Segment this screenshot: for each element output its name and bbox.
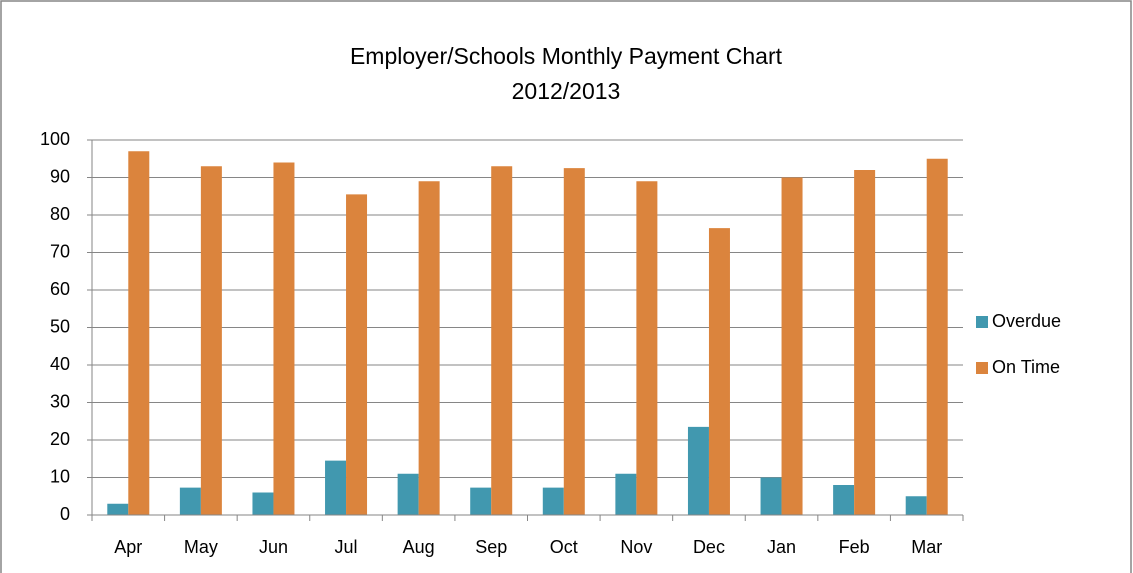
- legend-label: On Time: [992, 357, 1060, 377]
- bar: [107, 503, 129, 515]
- y-tick-label: 50: [50, 316, 70, 336]
- bar: [491, 166, 513, 515]
- bar: [252, 492, 274, 515]
- x-tick-label: Jun: [259, 537, 288, 557]
- y-tick-label: 70: [50, 241, 70, 261]
- bar: [615, 473, 637, 515]
- bar: [781, 177, 803, 515]
- legend-swatch: [976, 362, 988, 374]
- y-tick-label: 90: [50, 166, 70, 186]
- bar: [397, 473, 419, 515]
- bar: [760, 477, 782, 515]
- x-tick-label: May: [184, 537, 218, 557]
- y-tick-label: 100: [40, 129, 70, 149]
- x-tick-label: Apr: [114, 537, 142, 557]
- legend-swatch: [976, 316, 988, 328]
- bar: [179, 487, 201, 515]
- bar: [636, 181, 658, 515]
- x-tick-label: Jul: [335, 537, 358, 557]
- bar: [854, 170, 876, 515]
- y-tick-label: 40: [50, 354, 70, 374]
- x-tick-label: Jan: [767, 537, 796, 557]
- y-tick-label: 80: [50, 204, 70, 224]
- bar: [470, 487, 492, 515]
- bar: [128, 151, 150, 515]
- bar: [273, 162, 295, 515]
- bar: [200, 166, 222, 515]
- bar: [926, 158, 948, 515]
- y-tick-label: 10: [50, 466, 70, 486]
- x-tick-label: Mar: [911, 537, 942, 557]
- x-tick-label: Feb: [839, 537, 870, 557]
- bar: [325, 460, 347, 515]
- chart-subtitle: 2012/2013: [512, 78, 621, 104]
- bar: [542, 487, 564, 515]
- y-tick-label: 0: [60, 504, 70, 524]
- bar: [563, 168, 585, 515]
- y-tick-label: 30: [50, 391, 70, 411]
- x-tick-label: Oct: [550, 537, 578, 557]
- y-tick-label: 60: [50, 279, 70, 299]
- chart-title: Employer/Schools Monthly Payment Chart: [350, 43, 783, 69]
- x-tick-label: Dec: [693, 537, 725, 557]
- x-tick-label: Nov: [620, 537, 652, 557]
- bar: [418, 181, 440, 515]
- bar: [833, 485, 855, 515]
- bar: [708, 228, 730, 515]
- y-tick-label: 20: [50, 429, 70, 449]
- x-tick-label: Aug: [403, 537, 435, 557]
- bar: [687, 426, 709, 515]
- x-tick-label: Sep: [475, 537, 507, 557]
- legend-label: Overdue: [992, 311, 1061, 331]
- bar: [346, 194, 368, 515]
- bar: [905, 496, 927, 515]
